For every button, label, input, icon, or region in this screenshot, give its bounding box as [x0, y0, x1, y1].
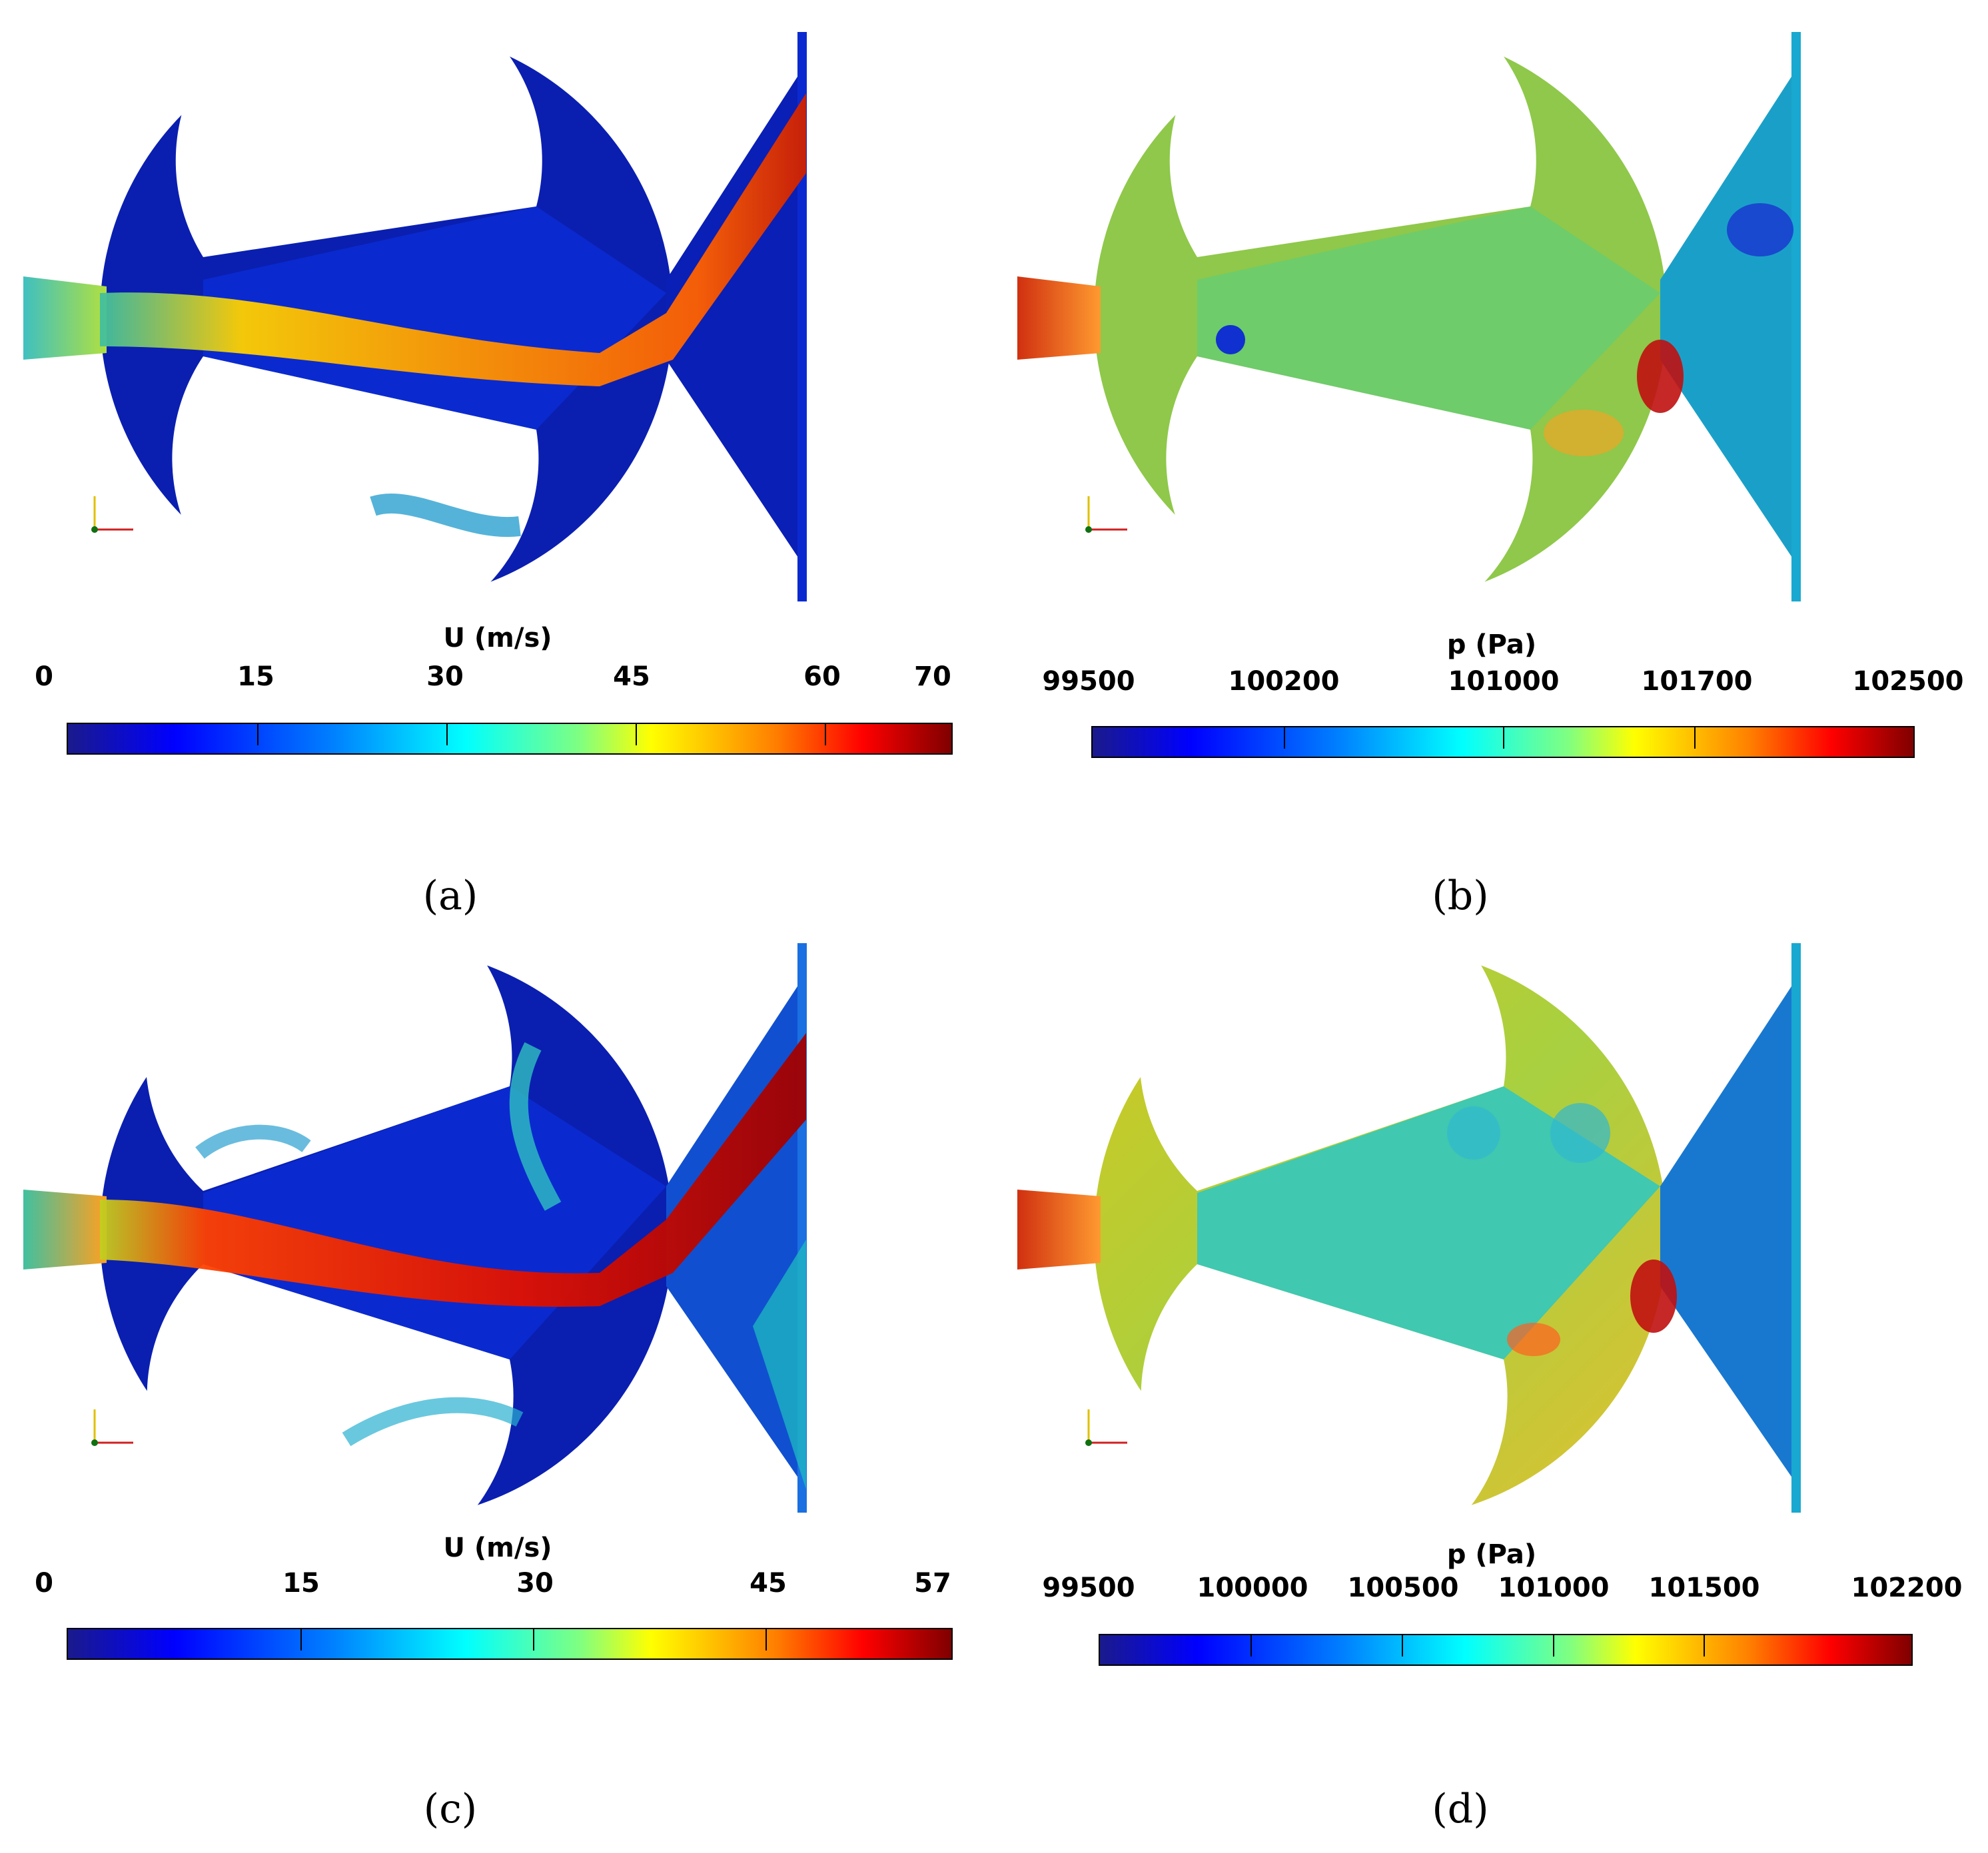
colorbar-tick	[533, 1628, 534, 1651]
colorbar-tick-label: 102200	[1851, 1573, 1963, 1603]
colorbar	[1091, 726, 1915, 758]
colorbar	[1099, 1634, 1913, 1666]
orientation-axes-icon	[91, 496, 133, 533]
colorbar-title: U (m/s)	[443, 1533, 552, 1563]
orientation-axes-icon	[1085, 1409, 1127, 1446]
pressure-field-plot	[1017, 943, 1801, 1520]
colorbar-tick-label: 101000	[1448, 666, 1560, 697]
colorbar-tick	[765, 1628, 767, 1651]
colorbar-tick-label: 30	[516, 1568, 554, 1599]
panel-caption: (c)	[423, 1786, 478, 1832]
colorbar-tick	[1694, 726, 1696, 749]
colorbar-title: p (Pa)	[1446, 629, 1537, 660]
colorbar-tick-label: 99500	[1042, 666, 1135, 697]
colorbar-tick	[257, 723, 258, 745]
colorbar-tick	[446, 723, 448, 745]
colorbar-tick	[1402, 1634, 1403, 1657]
colorbar-tick-label: 100500	[1347, 1573, 1459, 1603]
orientation-axes-icon	[1085, 496, 1127, 533]
orientation-axes-icon	[91, 1409, 133, 1446]
panel-b: p (Pa) 99500 100200 101000 101700 102500…	[994, 0, 1988, 926]
colorbar-title: p (Pa)	[1446, 1539, 1537, 1570]
colorbar-tick-label: 45	[749, 1568, 787, 1599]
colorbar-tick-label: 0	[35, 661, 53, 692]
panel-caption: (b)	[1432, 873, 1489, 919]
colorbar	[67, 1628, 953, 1660]
colorbar-tick-label: 99500	[1042, 1573, 1135, 1603]
panel-c: U (m/s) 0 15 30 45 57 (c)	[0, 926, 994, 1853]
colorbar-tick-label: 100200	[1228, 666, 1340, 697]
colorbar-tick-label: 45	[613, 661, 650, 692]
colorbar-tick-label: 57	[914, 1568, 951, 1599]
colorbar-title: U (m/s)	[443, 623, 552, 653]
colorbar-tick-label: 101700	[1641, 666, 1753, 697]
colorbar-tick-label: 15	[237, 661, 274, 692]
colorbar-tick	[1704, 1634, 1705, 1657]
colorbar-tick-label: 100000	[1197, 1573, 1308, 1603]
velocity-field-plot	[23, 29, 807, 601]
colorbar-tick	[636, 723, 637, 745]
colorbar-tick	[1553, 1634, 1554, 1657]
colorbar	[67, 723, 953, 755]
panel-caption: (d)	[1432, 1786, 1489, 1832]
colorbar-tick	[825, 723, 826, 745]
panel-a: U (m/s) 0 15 30 45 60 70 (a)	[0, 0, 994, 926]
colorbar-tick-label: 70	[914, 661, 951, 692]
colorbar-tick-label: 101000	[1498, 1573, 1610, 1603]
pressure-field-plot	[1017, 29, 1801, 601]
panel-caption: (a)	[422, 873, 478, 919]
colorbar-tick	[300, 1628, 302, 1651]
colorbar-tick-label: 30	[426, 661, 464, 692]
colorbar-tick	[1250, 1634, 1252, 1657]
colorbar-tick-label: 0	[35, 1568, 53, 1599]
velocity-field-plot	[23, 943, 807, 1520]
colorbar-tick	[1284, 726, 1285, 749]
colorbar-tick-label: 101500	[1648, 1573, 1760, 1603]
colorbar-tick	[1503, 726, 1504, 749]
colorbar-tick-label: 15	[282, 1568, 320, 1599]
panel-d: p (Pa) 99500 100000 100500 101000 101500…	[994, 926, 1988, 1853]
colorbar-tick-label: 60	[803, 661, 841, 692]
colorbar-tick-label: 102500	[1852, 666, 1964, 697]
